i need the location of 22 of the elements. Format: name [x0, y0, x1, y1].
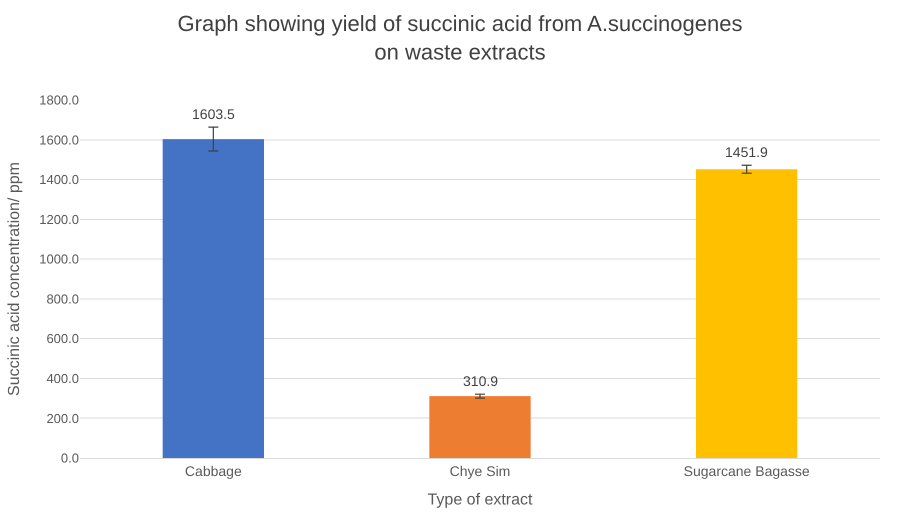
y-tick-label: 1600.0 [39, 132, 79, 148]
y-tick-label: 400.0 [46, 370, 79, 386]
bar [696, 169, 798, 458]
y-axis-title: Succinic acid concentration/ ppm [6, 162, 24, 396]
y-tick-label: 1200.0 [39, 212, 79, 227]
y-tick-label: 1800.0 [39, 92, 79, 108]
data-label: 1603.5 [192, 106, 236, 122]
y-tick-label: 1400.0 [39, 172, 79, 188]
y-tick-label: 200.0 [46, 410, 79, 426]
chart-title: Graph showing yield of succinic acid from A.succinogenes on waste extracts [178, 11, 742, 65]
data-label: 1451.9 [725, 144, 768, 160]
data-label: 310.9 [463, 373, 498, 389]
y-tick-label: 0.0 [60, 450, 79, 466]
bar [162, 139, 264, 458]
bar [429, 396, 531, 458]
y-tick-label: 1000.0 [39, 252, 79, 267]
x-axis-title: Type of extract [428, 492, 534, 508]
x-tick-label: Chye Sim [450, 462, 510, 479]
y-tick-label: 800.0 [46, 291, 79, 306]
x-tick-label: Cabbage [184, 462, 242, 479]
x-tick-label: Sugarcane Bagasse [684, 462, 810, 479]
y-tick-label: 600.0 [46, 331, 79, 346]
